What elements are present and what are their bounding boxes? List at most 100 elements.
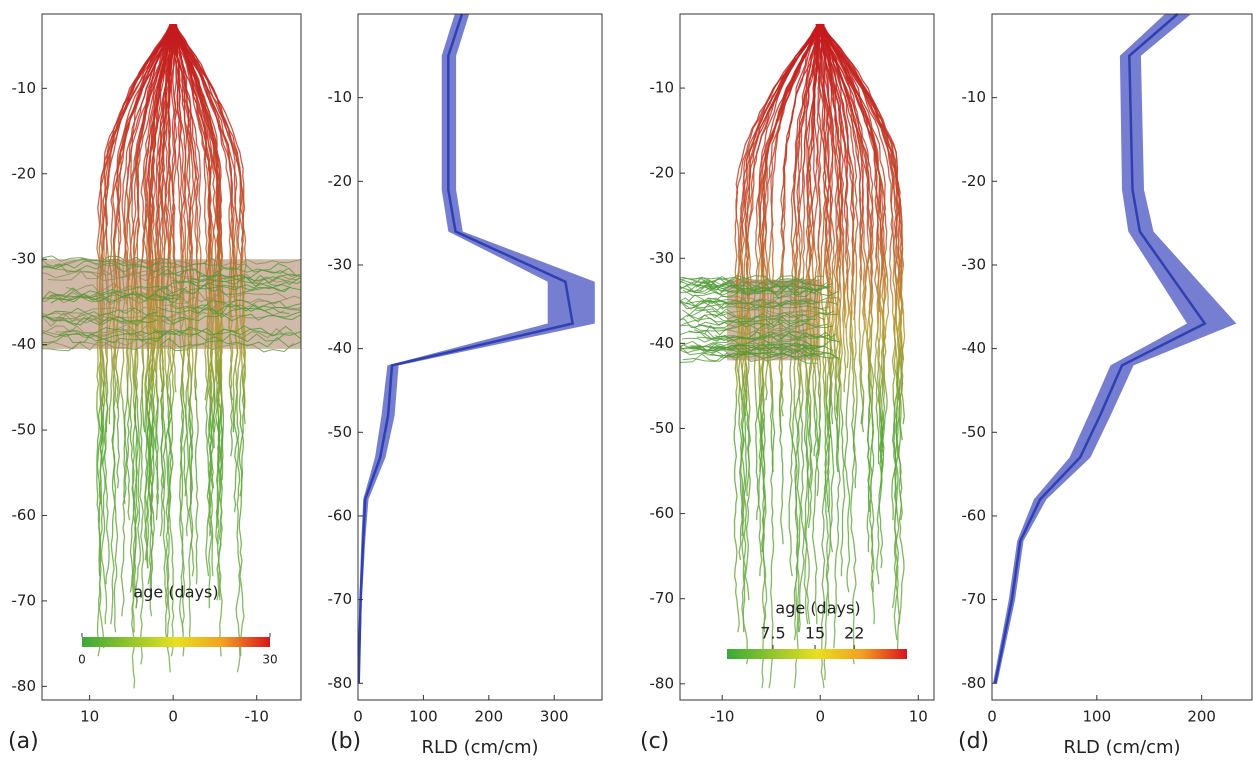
root (821, 24, 856, 321)
root (123, 24, 175, 505)
lateral-root (192, 299, 301, 310)
root (139, 24, 174, 665)
colorbar-tick-label: 7.5 (760, 624, 785, 643)
x-tick-label: 300 (540, 708, 569, 726)
x-tick-label: 100 (1083, 708, 1112, 726)
x-tick-label: 200 (1187, 708, 1216, 726)
lateral-root (43, 315, 185, 327)
lateral-root (680, 312, 805, 323)
y-tick-label: -50 (328, 423, 353, 441)
root (820, 24, 881, 313)
panel-label: (d) (958, 729, 989, 754)
x-tick-label: 0 (168, 708, 178, 726)
line (993, 13, 1207, 684)
lateral-root (42, 262, 175, 273)
root (797, 24, 821, 353)
root (816, 23, 875, 593)
lateral-root (711, 353, 839, 360)
lateral-root (685, 299, 820, 310)
root (822, 23, 904, 441)
plot-area (42, 23, 301, 689)
lateral-root (153, 284, 291, 295)
root (815, 23, 900, 401)
root (819, 24, 841, 649)
x-tick-label: 0 (353, 708, 363, 726)
root (817, 23, 906, 425)
plot-area (680, 23, 906, 689)
root (744, 23, 820, 601)
root (792, 24, 819, 313)
root (817, 23, 874, 401)
root (166, 24, 174, 505)
x-axis-label: RLD (cm/cm) (1063, 737, 1180, 758)
lateral-root (707, 337, 841, 348)
lateral-root (47, 292, 181, 302)
y-tick-label: -60 (650, 504, 675, 522)
root (173, 24, 188, 497)
x-tick-label: 200 (475, 708, 504, 726)
y-tick-label: -50 (12, 421, 37, 439)
lateral-root (697, 321, 834, 330)
y-tick-label: -70 (328, 590, 353, 608)
x-tick-label: 100 (409, 708, 438, 726)
x-tick-label: -10 (710, 708, 735, 726)
root (175, 24, 212, 577)
y-tick-label: -20 (650, 164, 675, 182)
root (753, 23, 819, 521)
y-tick-label: -30 (328, 255, 353, 273)
root (113, 24, 177, 289)
y-tick-label: -60 (12, 506, 37, 524)
lateral-root (42, 315, 157, 326)
root (820, 24, 836, 553)
x-axis-label: RLD (cm/cm) (421, 737, 538, 758)
root (733, 23, 821, 633)
root (811, 24, 820, 457)
colorbar-tick-label: 0 (78, 653, 86, 667)
root (734, 23, 823, 289)
band (358, 14, 595, 684)
root (158, 24, 175, 537)
root (819, 23, 890, 457)
lateral-root (681, 315, 817, 327)
colorbar-tick-label: 15 (805, 624, 825, 643)
y-tick-label: -80 (328, 674, 353, 692)
y-tick-label: -40 (328, 339, 353, 357)
lateral-root (154, 262, 288, 273)
root (818, 23, 897, 521)
root (171, 24, 178, 393)
y-tick-label: -20 (12, 164, 37, 182)
lateral-root (688, 329, 830, 340)
root (769, 24, 819, 473)
lateral-root (189, 283, 301, 291)
root (146, 24, 175, 569)
lateral-root (189, 332, 301, 343)
lateral-root (680, 284, 804, 295)
panel: RLD (cm/cm) -10 -20 -30 -40 -50 -60 -70 -800 100 2… (328, 13, 603, 758)
lateral-root (680, 284, 823, 295)
lateral-root (187, 276, 301, 286)
root (174, 24, 218, 433)
lateral-root (174, 327, 301, 337)
colorbar-label: age (days) (133, 583, 218, 602)
lateral-root (169, 303, 301, 314)
root (173, 24, 210, 401)
y-tick-label: -80 (962, 674, 987, 692)
line (357, 13, 575, 684)
panel: age (days) 0 30 -10 -20 -30 -40 -50 -60 -70 -80 10 0… (8, 13, 302, 754)
panel-label: (b) (330, 729, 361, 754)
root (819, 23, 863, 281)
root (758, 23, 825, 273)
y-tick-label: -10 (650, 79, 675, 97)
lateral-root (173, 313, 301, 322)
root (170, 24, 234, 401)
x-tick-label: 0 (815, 708, 825, 726)
root (147, 24, 172, 329)
colorbar-tick-label: 22 (844, 624, 864, 643)
y-tick-label: -70 (650, 589, 675, 607)
y-tick-label: -10 (962, 88, 987, 106)
root (742, 23, 820, 417)
lateral-root (682, 289, 819, 300)
x-tick-label: 0 (987, 708, 997, 726)
y-tick-label: -60 (962, 506, 987, 524)
